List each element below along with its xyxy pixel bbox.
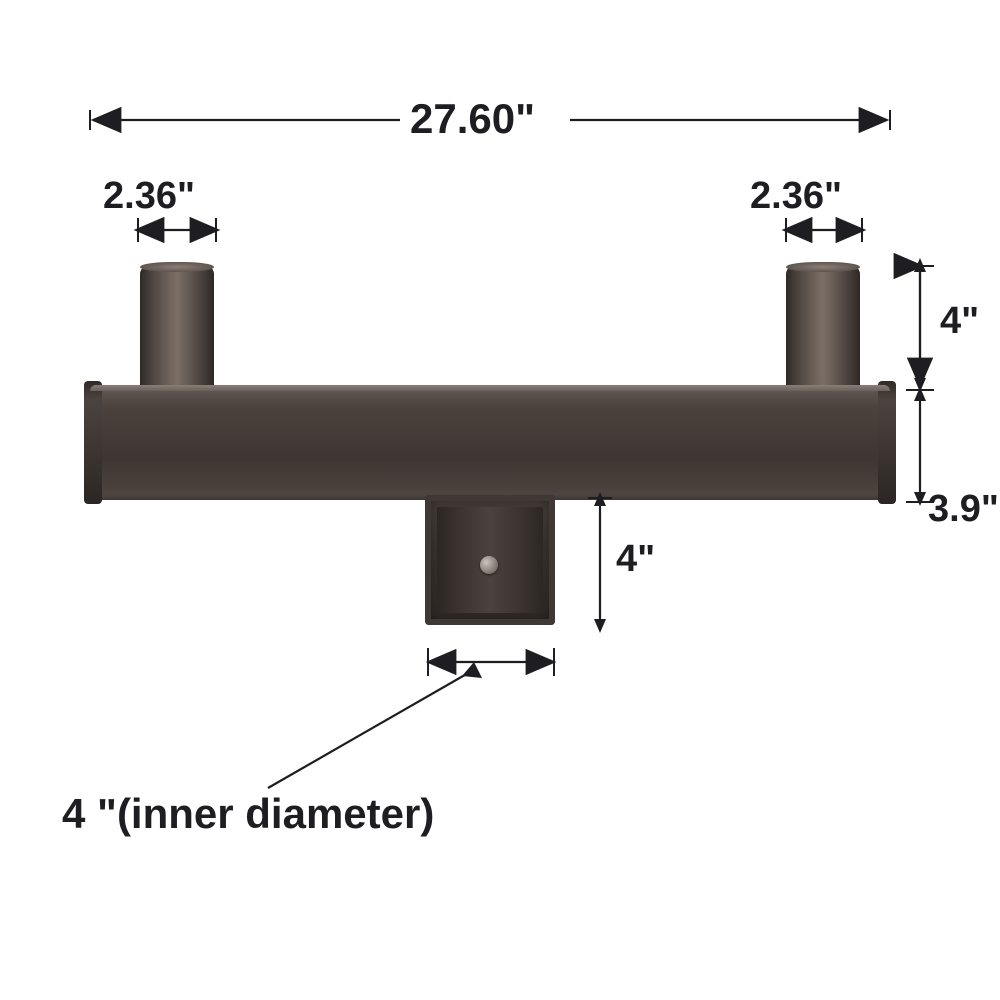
dim-bar-height: 3.9" bbox=[928, 488, 999, 531]
dim-overall-width: 27.60" bbox=[410, 95, 535, 143]
dim-socket-inner: 4 "(inner diameter) bbox=[62, 790, 434, 838]
dim-cyl-right: 2.36" bbox=[750, 175, 842, 218]
bolt-icon bbox=[480, 556, 498, 574]
dimension-lines bbox=[0, 0, 1000, 1000]
dim-cyl-left: 2.36" bbox=[103, 175, 195, 218]
dim-socket-height: 4" bbox=[616, 538, 655, 581]
dim-cyl-height: 4" bbox=[940, 300, 979, 343]
